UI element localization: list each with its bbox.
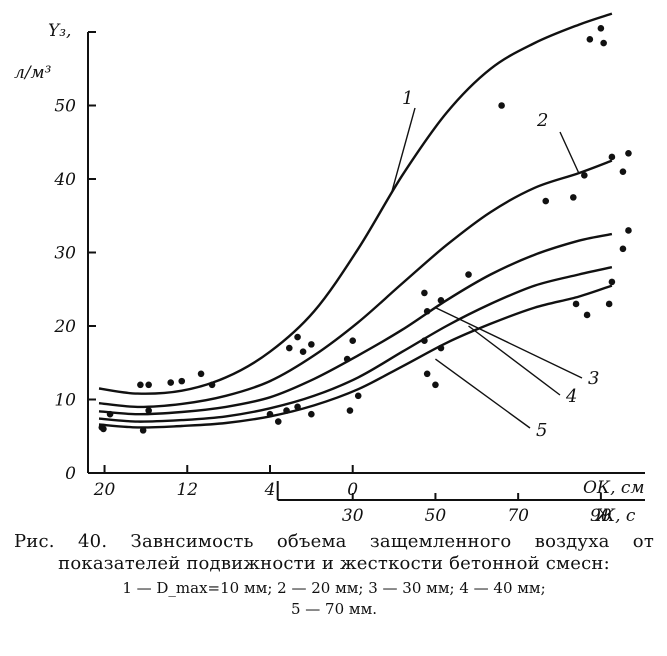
series-5-curve <box>98 284 613 429</box>
series-2-point <box>608 153 616 161</box>
series-4-curve <box>98 266 613 423</box>
y-tick-label: 30 <box>54 244 76 264</box>
chart-points <box>98 25 632 434</box>
series-5-point <box>583 311 591 319</box>
x-ok-tick-label: 4 <box>264 480 276 500</box>
series-3-point <box>354 392 362 400</box>
curve-3-label: 3 <box>588 368 599 389</box>
series-1-point <box>178 377 186 385</box>
series-1-point <box>597 25 605 32</box>
series-2-point <box>308 410 315 418</box>
series-1-curve <box>98 12 613 395</box>
series-3-point <box>421 337 428 345</box>
series-1-point <box>586 36 594 43</box>
y-tick-label: 20 <box>53 317 76 337</box>
curve-4-leader <box>468 325 561 396</box>
curve-5-leader <box>435 358 531 429</box>
caption-title: Рис. 40. Завнсимость объема защемленного… <box>14 531 654 574</box>
chart-curves <box>98 12 613 429</box>
curve-2-label: 2 <box>536 110 548 131</box>
figure-caption: Рис. 40. Завнсимость объема защемленного… <box>14 531 654 620</box>
y-tick-label: 40 <box>53 170 76 190</box>
series-1-point <box>197 370 205 378</box>
chart-labels: 1 2 345 <box>390 88 599 441</box>
series-2-point <box>570 194 577 201</box>
x-axis-zh-label: Ж, с <box>595 506 636 525</box>
series-1-point <box>208 381 216 389</box>
caption-legend-line2: 5 — 70 мм. <box>290 600 378 618</box>
curve-3-leader <box>435 306 583 379</box>
x-ok-tick-label: 0 <box>347 480 358 500</box>
series-2-point <box>542 197 550 205</box>
series-3-point <box>619 245 627 253</box>
series-1-point <box>498 102 505 109</box>
series-2-point <box>619 168 627 175</box>
series-1-point <box>600 39 607 47</box>
series-4-point <box>423 370 431 378</box>
series-1-point <box>299 348 307 356</box>
y-tick-label: 10 <box>54 391 76 411</box>
series-1-point <box>167 379 175 386</box>
series-2-point <box>266 410 274 418</box>
series-2-point <box>581 172 588 179</box>
caption-legend: 1 — D_max=10 мм; 2 — 20 мм; 3 — 30 мм; 4… <box>14 578 654 620</box>
curve-1-label: 1 <box>402 88 413 109</box>
curve-5-label: 5 <box>536 420 547 441</box>
series-5-point <box>605 300 613 308</box>
curve-4-label: 4 <box>565 386 577 407</box>
series-1-point <box>294 333 301 341</box>
series-1-point <box>145 381 152 389</box>
x-zh-tick-label: 90 <box>590 506 612 525</box>
y-tick-label: 0 <box>65 464 76 484</box>
x-ok-tick-label: 12 <box>176 480 198 500</box>
series-2-point <box>283 407 290 414</box>
series-5-point <box>100 425 107 433</box>
curve-1-leader <box>390 107 416 194</box>
series-2-point <box>145 407 152 414</box>
series-2-point <box>294 403 301 411</box>
y-axis-label-line2: л/м³ <box>14 63 52 83</box>
series-3-point <box>437 344 445 352</box>
series-3-point <box>625 227 632 234</box>
caption-legend-line1: 1 — D_max=10 мм; 2 — 20 мм; 3 — 30 мм; 4… <box>122 579 546 597</box>
series-5-point <box>608 278 616 286</box>
series-4-point <box>572 300 580 308</box>
series-2-point <box>465 271 472 278</box>
series-1-point <box>308 341 315 348</box>
series-4-point <box>432 381 439 389</box>
series-4-point <box>346 407 354 414</box>
series-1-point <box>285 344 293 352</box>
x-ok-tick-label: 20 <box>93 480 116 500</box>
series-2-curve <box>98 159 613 409</box>
x-zh-tick-label: 50 <box>425 506 447 525</box>
series-2-point <box>437 296 445 304</box>
y-axis-label-line1: Y₃, <box>48 21 71 41</box>
curve-2-leader <box>559 131 580 174</box>
series-2-point <box>625 149 632 157</box>
series-2-point <box>274 418 282 425</box>
series-2-point <box>423 308 431 315</box>
y-tick-label: 50 <box>54 97 76 117</box>
series-1-point <box>137 381 144 389</box>
series-5-point <box>139 427 147 434</box>
x-axis-ok-label: ОК, см <box>583 478 645 498</box>
series-1-point <box>343 355 351 363</box>
series-2-point <box>106 410 114 418</box>
series-2-point <box>421 289 428 297</box>
x-zh-tick-label: 30 <box>342 506 364 525</box>
series-1-point <box>349 337 357 345</box>
series-3-curve <box>98 232 613 416</box>
x-zh-tick-label: 70 <box>507 506 529 525</box>
